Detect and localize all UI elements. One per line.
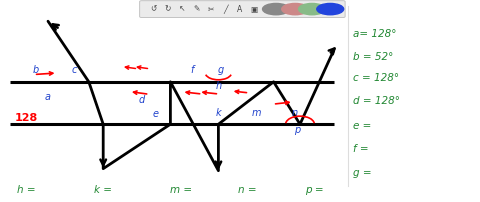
Text: e =: e = bbox=[353, 121, 371, 131]
Text: m: m bbox=[252, 108, 262, 118]
Text: h: h bbox=[216, 81, 221, 91]
Text: ✎: ✎ bbox=[193, 5, 200, 14]
FancyBboxPatch shape bbox=[140, 1, 345, 18]
Text: ↻: ↻ bbox=[165, 5, 171, 14]
Text: g =: g = bbox=[353, 168, 372, 178]
Text: b: b bbox=[33, 65, 39, 75]
Text: d = 128°: d = 128° bbox=[353, 96, 400, 106]
Text: g: g bbox=[217, 65, 224, 75]
Text: p =: p = bbox=[305, 185, 324, 195]
Text: ↖: ↖ bbox=[179, 5, 186, 14]
Text: a: a bbox=[45, 92, 51, 102]
Text: k: k bbox=[216, 108, 221, 118]
Text: m =: m = bbox=[170, 185, 192, 195]
Text: h =: h = bbox=[17, 185, 36, 195]
Text: 128: 128 bbox=[15, 113, 38, 123]
Text: ✂: ✂ bbox=[208, 5, 215, 14]
Text: ╱: ╱ bbox=[223, 4, 228, 14]
Text: f =: f = bbox=[353, 144, 369, 155]
Text: n: n bbox=[292, 108, 298, 118]
Text: a= 128°: a= 128° bbox=[353, 29, 396, 39]
Circle shape bbox=[299, 3, 325, 15]
Circle shape bbox=[317, 3, 344, 15]
Text: A: A bbox=[238, 5, 242, 14]
Text: ▣: ▣ bbox=[251, 5, 258, 14]
Text: c = 128°: c = 128° bbox=[353, 73, 399, 83]
Circle shape bbox=[263, 3, 289, 15]
Text: k =: k = bbox=[94, 185, 111, 195]
Text: f: f bbox=[190, 65, 194, 75]
Text: n =: n = bbox=[238, 185, 256, 195]
Text: d: d bbox=[138, 95, 145, 105]
Text: e: e bbox=[153, 109, 159, 119]
Text: b = 52°: b = 52° bbox=[353, 52, 393, 62]
Text: ↺: ↺ bbox=[150, 5, 157, 14]
Text: p: p bbox=[294, 125, 301, 135]
Text: c: c bbox=[72, 65, 77, 75]
Circle shape bbox=[282, 3, 309, 15]
